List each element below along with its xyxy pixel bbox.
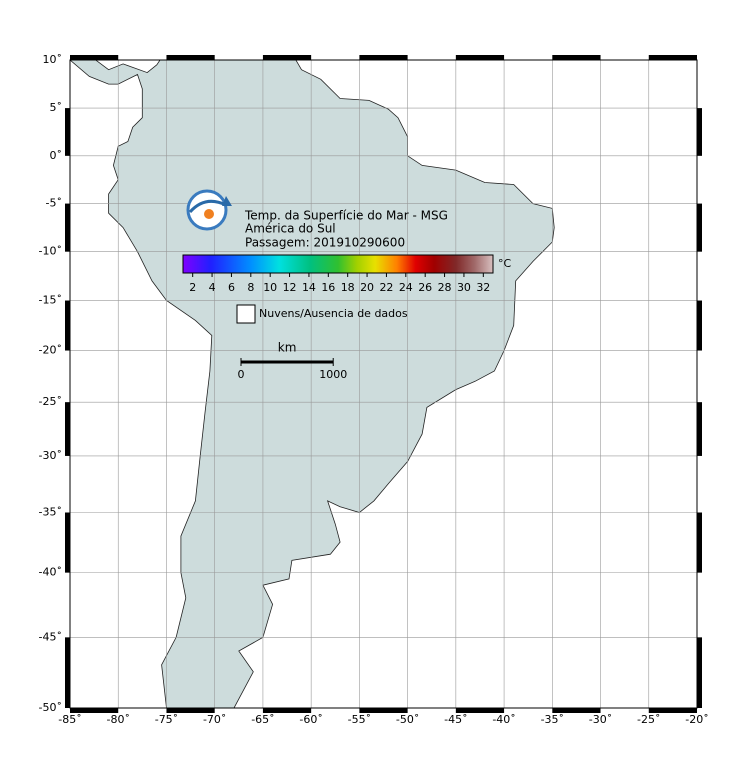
frame-segment <box>697 203 702 252</box>
tick-labels: -85˚ -80˚ -75˚ -70˚ -65˚ -60˚ -55˚ -50˚ -45˚ -40˚… <box>39 53 709 726</box>
frame-segment <box>65 637 70 708</box>
frame-segment <box>697 300 702 351</box>
colorbar-tick-label: 20 <box>360 281 374 294</box>
colorbar-tick-label: 32 <box>476 281 490 294</box>
lon-tick-label: -50˚ <box>396 713 419 726</box>
scale-bar: 0 1000 km <box>238 341 348 382</box>
colorbar-tick-label: 30 <box>457 281 471 294</box>
frame-segment <box>65 108 70 156</box>
frame-segment <box>648 55 697 60</box>
colorbar: 2 4 6 8 10 12 14 16 18 20 22 24 26 28 30 32 <box>182 254 494 294</box>
colorbar-tick-label: 4 <box>209 281 216 294</box>
legend-swatch <box>236 304 256 324</box>
lat-tick-label: -50˚ <box>39 701 62 714</box>
frame-segment <box>70 55 119 60</box>
logo-dot <box>204 209 214 219</box>
lon-tick-label: -25˚ <box>637 713 660 726</box>
frame-segment <box>552 708 601 713</box>
lon-tick-label: -45˚ <box>444 713 467 726</box>
frame-segment <box>65 300 70 351</box>
frame-segment <box>455 55 505 60</box>
frame-segment <box>697 108 702 156</box>
lon-tick-label: -65˚ <box>251 713 274 726</box>
lat-tick-label: 10˚ <box>43 53 63 66</box>
lon-tick-label: -75˚ <box>155 713 178 726</box>
frame-segment <box>359 708 408 713</box>
frame-segments <box>65 55 702 713</box>
frame-segment <box>697 512 702 573</box>
lat-tick-label: -20˚ <box>39 344 62 357</box>
colorbar-tick-label: 26 <box>418 281 432 294</box>
colorbar-ramp <box>182 254 494 274</box>
scale-unit: km <box>278 341 297 355</box>
lat-tick-label: -10˚ <box>39 245 62 258</box>
scale-tick-label: 0 <box>238 368 245 381</box>
colorbar-tick-label: 18 <box>341 281 355 294</box>
frame-segment <box>648 708 697 713</box>
frame-segment <box>166 55 215 60</box>
colorbar-tick-label: 16 <box>321 281 335 294</box>
colorbar-tick-label: 2 <box>189 281 196 294</box>
lat-tick-label: -40˚ <box>39 566 62 579</box>
frame-segment <box>552 55 601 60</box>
frame-segment <box>65 512 70 573</box>
colorbar-tick-label: 8 <box>247 281 254 294</box>
frame-segment <box>65 402 70 456</box>
lat-tick-label: -15˚ <box>39 294 62 307</box>
logo-arrow <box>222 196 232 206</box>
lat-tick-label: 0˚ <box>50 149 63 162</box>
lon-tick-label: -35˚ <box>541 713 564 726</box>
scale-tick-label: 1000 <box>319 368 347 381</box>
inpe-logo <box>186 189 232 231</box>
frame-segment <box>359 55 408 60</box>
lon-tick-label: -70˚ <box>203 713 226 726</box>
lon-tick-label: -40˚ <box>492 713 515 726</box>
logo-swirl <box>188 199 227 214</box>
legend-label: Nuvens/Ausencia de dados <box>259 307 408 320</box>
lat-tick-label: -25˚ <box>39 395 62 408</box>
frame-segment <box>70 708 119 713</box>
lon-tick-label: -60˚ <box>299 713 322 726</box>
lat-tick-label: 5˚ <box>50 101 63 114</box>
colorbar-tick-label: 22 <box>379 281 393 294</box>
grid-layer <box>70 60 697 708</box>
colorbar-tick-label: 14 <box>302 281 316 294</box>
frame-segment <box>697 637 702 708</box>
lat-tick-label: -5˚ <box>46 197 62 210</box>
lon-tick-label: -20˚ <box>685 713 708 726</box>
frame-segment <box>455 708 505 713</box>
title-line: Temp. da Superfície do Mar - MSG <box>244 209 448 223</box>
frame-segment <box>166 708 215 713</box>
colorbar-tick-label: 10 <box>263 281 277 294</box>
title-line: América do Sul <box>245 222 336 236</box>
frame-segment <box>697 402 702 456</box>
colorbar-tick-label: 6 <box>228 281 235 294</box>
lon-tick-label: -80˚ <box>106 713 129 726</box>
lon-tick-label: -30˚ <box>589 713 612 726</box>
title-line: Passagem: 201910290600 <box>245 236 405 250</box>
frame-segment <box>65 203 70 252</box>
frame-segment <box>262 55 312 60</box>
colorbar-tick-label: 12 <box>283 281 297 294</box>
colorbar-unit: °C <box>498 257 512 270</box>
colorbar-tick-label: 28 <box>438 281 452 294</box>
lat-tick-label: -35˚ <box>39 505 62 518</box>
lat-tick-label: -45˚ <box>39 630 62 643</box>
frame-segment <box>262 708 312 713</box>
lon-tick-label: -55˚ <box>348 713 371 726</box>
lon-tick-label: -85˚ <box>58 713 81 726</box>
colorbar-tick-label: 24 <box>399 281 413 294</box>
lat-tick-label: -30˚ <box>39 449 62 462</box>
